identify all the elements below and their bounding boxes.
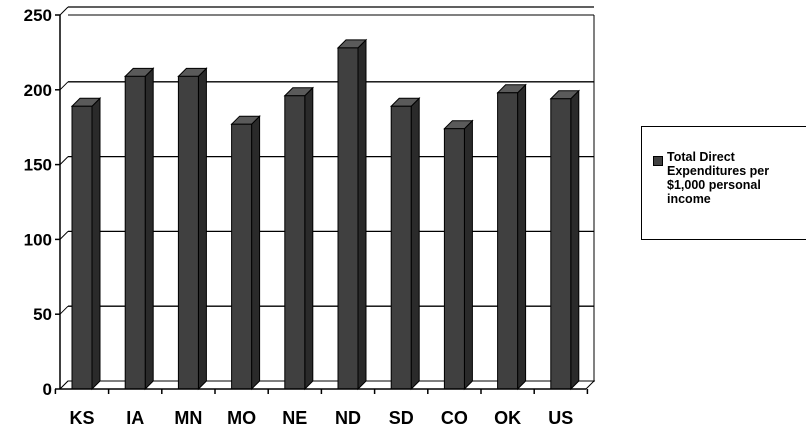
x-tick-label: US <box>548 408 573 428</box>
bar-side <box>304 86 314 391</box>
bar-side <box>357 38 367 391</box>
y-tick-label: 200 <box>24 81 52 100</box>
y-tick-label: 100 <box>24 230 52 249</box>
y-tick-label: 250 <box>24 6 52 25</box>
legend-label: Total Direct Expenditures per $1,000 per… <box>667 150 770 206</box>
y-tick-label: 0 <box>43 380 52 399</box>
bar <box>284 95 306 390</box>
bar-side <box>463 119 473 391</box>
bar-ok <box>496 83 527 391</box>
bar <box>550 98 572 390</box>
bar-ne <box>283 86 315 391</box>
bar-us <box>549 89 581 391</box>
x-tick-label: KS <box>69 408 94 428</box>
bar-nd <box>336 38 368 391</box>
bar <box>71 105 93 390</box>
x-tick-label: MN <box>174 408 202 428</box>
x-tick-label: OK <box>494 408 521 428</box>
bar <box>231 123 253 390</box>
axes <box>54 14 589 394</box>
x-tick-label: IA <box>126 408 144 428</box>
x-tick-label: NE <box>282 408 307 428</box>
bar-mo <box>230 115 261 391</box>
bar-side <box>144 67 154 391</box>
bar-co <box>443 119 474 391</box>
bar-side <box>91 97 101 391</box>
bar-side <box>197 67 207 391</box>
bars <box>70 38 581 391</box>
bar <box>443 128 465 390</box>
bar <box>497 92 519 390</box>
x-tick-labels: KS IA MN MO NE ND SD CO OK US <box>69 408 573 428</box>
x-tick-label: MO <box>227 408 256 428</box>
bar <box>390 105 412 390</box>
bar-side <box>410 97 420 391</box>
x-tick-label: SD <box>389 408 414 428</box>
gridline-connector <box>59 6 69 16</box>
x-tick-label: ND <box>335 408 361 428</box>
gridline-connector <box>59 156 69 165</box>
bar <box>177 75 199 390</box>
bar-ia <box>123 67 155 391</box>
bar-side <box>251 115 261 391</box>
legend-swatch <box>653 156 663 166</box>
gridline-connector <box>59 231 69 240</box>
bar-sd <box>389 97 421 391</box>
bar-mn <box>177 67 208 391</box>
bar <box>337 47 359 390</box>
gridline-connector <box>59 305 69 315</box>
legend: Total Direct Expenditures per $1,000 per… <box>641 126 806 240</box>
y-tick-label: 50 <box>33 305 52 324</box>
y-tick-labels: 0 50 100 150 200 250 <box>24 6 52 399</box>
bar-side <box>517 83 527 391</box>
bar <box>124 75 146 390</box>
bar-side <box>570 89 580 391</box>
bar-ks <box>70 97 102 391</box>
y-tick-label: 150 <box>24 156 52 175</box>
x-tick-label: CO <box>441 408 468 428</box>
gridline-connector <box>59 81 69 91</box>
